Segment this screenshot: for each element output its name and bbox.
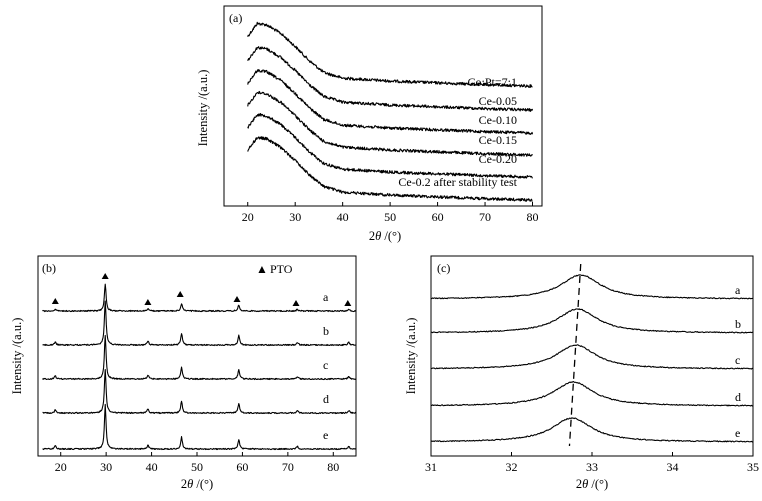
panel-a-curves: Co:Pt=7:1 Ce-0.05 Ce-0.10 Ce-0.15 Ce-0.20 Ce-… [247, 21, 534, 202]
panel-b-x-tick-label: 60 [236, 460, 248, 474]
panel-c-curve [430, 274, 754, 300]
pto-phase-marker [101, 273, 109, 279]
panel-b-y-axis-label: Intensity /(a.u.) [10, 318, 24, 395]
panel-b-x-tick-label: 40 [146, 460, 158, 474]
panel-a-x-tick-label: 40 [337, 210, 349, 224]
panel-b-trace-label: d [323, 392, 329, 406]
panel-b-frame [37, 255, 357, 457]
panel-c-curve [430, 344, 754, 370]
panel-a-trace-label: Co:Pt=7:1 [468, 75, 517, 89]
panel-a-trace-label: Ce-0.15 [479, 133, 517, 147]
panel-a-y-axis-label: Intensity /(a.u.) [196, 70, 210, 147]
panel-b-curve [42, 300, 357, 347]
pto-phase-marker [292, 300, 300, 306]
panel-b-curves: a b c d e [42, 283, 357, 451]
panel-c-curve [430, 380, 754, 407]
panel-c-x-tick-label: 33 [586, 460, 598, 474]
pto-phase-marker [51, 298, 59, 304]
panel-c-trace-label: e [735, 426, 740, 440]
panel-a-curve [247, 69, 534, 135]
pto-phase-marker [233, 296, 241, 302]
panel-a-trace-label: Ce-0.2 after stability test [398, 175, 517, 189]
panel-c-trace-label: a [735, 283, 741, 297]
panel-c-label: (c) [437, 261, 450, 275]
panel-c-x-tick-label: 31 [425, 460, 437, 474]
panel-a-trace-label: Ce-0.10 [479, 113, 517, 127]
panel-a-curve [247, 21, 533, 88]
panel-a-x-tick-label: 70 [479, 210, 491, 224]
panel-b: (b) ▲ PTO a b c d e 20 30 40 50 60 70 80 2θ /(°) I… [10, 255, 357, 491]
panel-a-curve [247, 46, 534, 112]
peak-shift-dashed-line [568, 263, 582, 447]
panel-b-x-tick-label: 20 [55, 460, 67, 474]
panel-c-trace-label: c [735, 353, 740, 367]
panel-b-legend-marker: ▲ [256, 262, 268, 276]
panel-c-x-tick-label: 34 [667, 460, 679, 474]
panel-b-x-tick-label: 80 [327, 460, 339, 474]
panel-a-x-tick-label: 60 [432, 210, 444, 224]
panel-c-curve [430, 308, 754, 334]
panel-a-curve [247, 113, 533, 179]
panel-c-trace-label: d [735, 390, 741, 404]
pto-phase-marker [176, 291, 184, 297]
panel-a-x-axis-label: 2θ /(°) [369, 229, 401, 243]
panel-b-trace-label: a [323, 290, 329, 304]
panel-c-x-tick-label: 35 [747, 460, 759, 474]
pto-phase-marker [344, 300, 352, 306]
panel-b-curve [42, 334, 357, 381]
panel-b-curve [42, 368, 357, 415]
panel-a-x-tick-label: 20 [242, 210, 254, 224]
panel-a-x-tick-label: 80 [527, 210, 539, 224]
panel-a-x-ticks: 20 30 40 50 60 70 80 [242, 202, 539, 224]
panel-b-x-tick-label: 30 [100, 460, 112, 474]
panel-a-curve [247, 136, 533, 202]
panel-b-x-ticks: 20 30 40 50 60 70 80 [55, 452, 339, 474]
panel-b-legend-label: PTO [270, 262, 293, 276]
panel-b-trace-label: b [323, 324, 329, 338]
panel-b-curve [42, 403, 357, 451]
panel-a-trace-label: Ce-0.20 [479, 152, 517, 166]
panel-b-x-tick-label: 50 [191, 460, 203, 474]
panel-c-x-tick-label: 32 [506, 460, 518, 474]
panel-a: (a) Co:Pt=7:1 Ce-0.05 Ce-0.10 Ce-0.15 Ce-0.2… [196, 5, 543, 243]
panel-b-trace-label: c [323, 358, 328, 372]
panel-b-x-tick-label: 70 [282, 460, 294, 474]
panel-a-trace-label: Ce-0.05 [479, 94, 517, 108]
panel-a-x-tick-label: 50 [384, 210, 396, 224]
panel-a-frame [223, 5, 543, 207]
panel-c-x-ticks: 31 32 33 34 35 [425, 452, 759, 474]
panel-c-y-axis-label: Intensity /(a.u.) [404, 318, 418, 395]
panel-b-label: (b) [42, 261, 56, 275]
panel-c-curve [430, 417, 754, 443]
panel-b-trace-label: e [323, 428, 328, 442]
panel-c-trace-label: b [735, 317, 741, 331]
panel-c: (c) a b c d e 31 32 33 34 35 2θ /(°) Intensity /… [404, 255, 759, 491]
panel-b-curve [42, 283, 357, 313]
panel-c-x-axis-label: 2θ /(°) [576, 477, 608, 491]
panel-c-curves: a b c d e [430, 263, 754, 447]
panel-a-curve [247, 90, 533, 157]
panel-b-phase-markers [51, 273, 352, 306]
panel-a-x-tick-label: 30 [289, 210, 301, 224]
panel-c-frame [430, 255, 754, 457]
panel-b-x-axis-label: 2θ /(°) [181, 477, 213, 491]
panel-a-label: (a) [229, 11, 242, 25]
pto-phase-marker [144, 299, 152, 305]
